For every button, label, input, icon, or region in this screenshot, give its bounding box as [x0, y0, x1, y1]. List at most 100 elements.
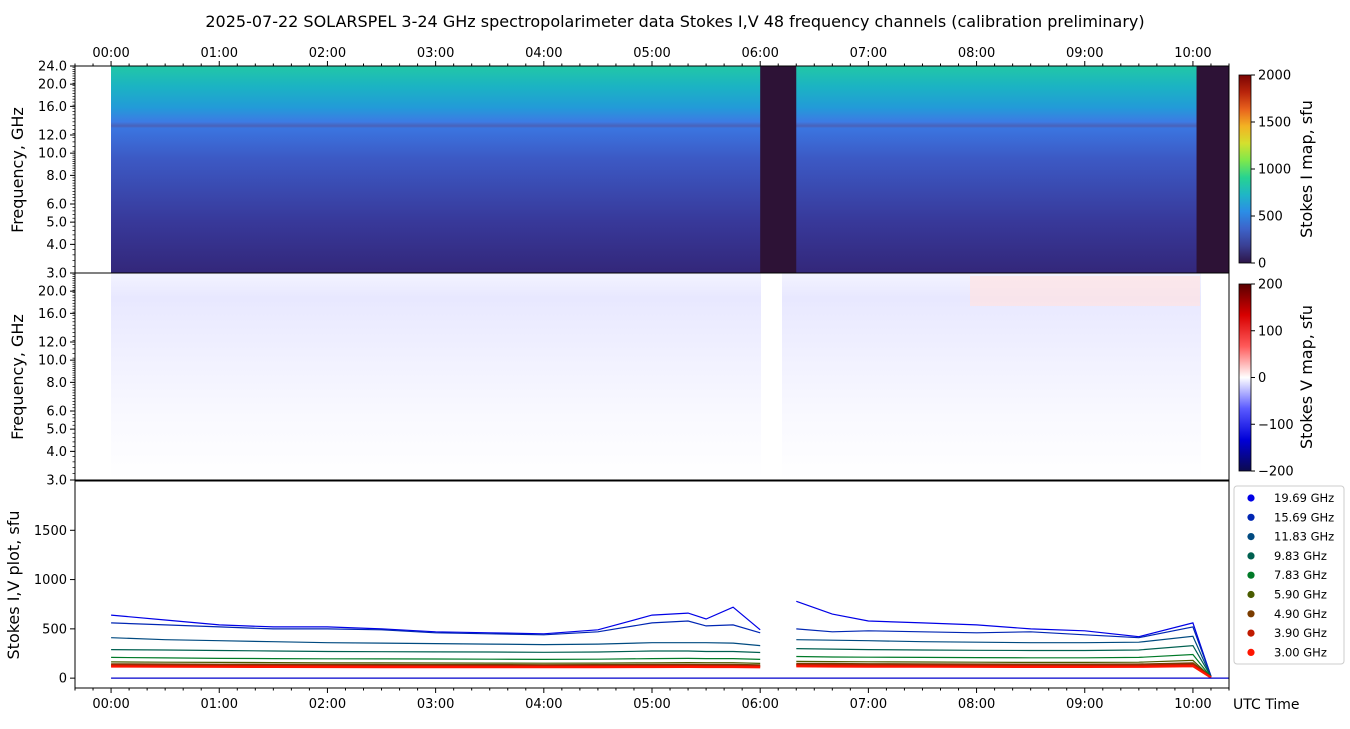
time-tick-label-3: 03:00: [417, 46, 454, 61]
legend-marker-0: [1247, 494, 1255, 502]
freq-tick-label-5: 10.0: [38, 147, 67, 162]
legend-label-4: 7.83 GHz: [1274, 568, 1327, 582]
legend-marker-2: [1247, 533, 1255, 541]
freq-tick-label-2: 5.0: [46, 423, 67, 438]
series-line-15-69-GHz: [111, 620, 1212, 677]
data-gap-0: [760, 66, 797, 273]
series-line-4-90-GHz: [111, 662, 1212, 679]
legend-marker-5: [1247, 590, 1255, 599]
legend-marker-4: [1247, 571, 1255, 579]
legend-box: [1233, 485, 1345, 665]
stokes-i-colorbar-label: Stokes I map, sfu: [1297, 100, 1316, 238]
stokes-v-colorbar-label: Stokes V map, sfu: [1297, 305, 1316, 449]
time-tick-label-1: 01:00: [201, 46, 238, 61]
stokes-v-colorbar-bar: [1238, 283, 1252, 472]
stokes-i-ylabel: Frequency, GHz: [8, 107, 27, 233]
freq-tick-label-3: 6.0: [46, 405, 67, 420]
freq-tick-label-0: 3.0: [46, 474, 67, 489]
series-line-19-69-GHz: [111, 600, 1212, 677]
freq-tick-label-7: 16.0: [38, 100, 67, 115]
stokes-v-gap: [761, 273, 782, 480]
plot-ytick-label-2: 1000: [34, 573, 67, 588]
stokes-v-colorbar: −200 −100 0 100 200 Stokes V map, sfu: [1238, 278, 1316, 480]
stokes-iv-plot-ylabel: Stokes I,V plot, sfu: [4, 511, 23, 660]
stokes-v-y-axis: 3.0 4.0 5.0 6.0 8.0 10.0 12.0 16.0 20.0: [38, 273, 75, 489]
freq-tick-label-0: 3.0: [46, 267, 67, 282]
time-tick-label-10: 10:00: [1174, 46, 1211, 61]
time-tick-label-9: 09:00: [1066, 697, 1103, 712]
series-line-3-00-GHz: [111, 664, 1212, 679]
stokes-i-y-axis: 3.0 4.0 5.0 6.0 8.0 10.0 12.0 16.0 20.0 24.0: [38, 60, 75, 282]
series-line-7-83-GHz: [111, 653, 1212, 678]
colorbar-tick-label-3: 100: [1258, 324, 1283, 339]
freq-tick-label-1: 4.0: [46, 445, 67, 460]
freq-tick-label-1: 4.0: [46, 238, 67, 253]
freq-tick-label-8: 20.0: [38, 285, 67, 300]
utc-time-label: UTC Time: [1233, 697, 1299, 713]
time-tick-label-5: 05:00: [633, 697, 670, 712]
data-gap-1: [1196, 66, 1229, 273]
time-tick-label-6: 06:00: [741, 697, 778, 712]
time-tick-label-2: 02:00: [309, 697, 346, 712]
time-tick-label-4: 04:00: [525, 46, 562, 61]
plot-ytick-label-3: 1500: [34, 524, 67, 539]
legend-label-6: 4.90 GHz: [1274, 607, 1327, 621]
stokes-v-ylabel: Frequency, GHz: [8, 314, 27, 440]
colorbar-tick-label-1: −100: [1258, 418, 1294, 433]
colorbar-tick-label-4: 2000: [1258, 69, 1291, 84]
legend-marker-7: [1247, 629, 1255, 637]
stokes-v-colorbar-ticks: −200 −100 0 100 200: [1251, 278, 1294, 480]
stokes-v-red-feature: [970, 276, 1200, 306]
time-tick-label-7: 07:00: [850, 46, 887, 61]
legend-marker-8: [1247, 648, 1255, 657]
time-tick-label-4: 04:00: [525, 697, 562, 712]
bottom-time-axis: 00:00 01:00 02:00 03:00 04:00 05:00 06:00 07:00…: [74, 688, 1230, 712]
stokes-i-colorbar-ticks: 0 500 1000 1500 2000: [1251, 69, 1291, 272]
time-tick-label-8: 08:00: [958, 697, 995, 712]
legend-marker-3: [1247, 552, 1255, 560]
freq-tick-label-2: 5.0: [46, 216, 67, 231]
stokes-iv-plot-background: [75, 481, 1229, 688]
colorbar-tick-label-0: −200: [1258, 465, 1294, 480]
plot-ytick-label-1: 500: [42, 622, 67, 637]
freq-tick-label-4: 8.0: [46, 376, 67, 391]
legend-marker-1: [1247, 513, 1255, 521]
time-tick-label-6: 06:00: [741, 46, 778, 61]
freq-tick-label-3: 6.0: [46, 198, 67, 213]
time-tick-label-3: 03:00: [417, 697, 454, 712]
stokes-iv-plot-series: [111, 600, 1229, 679]
colorbar-tick-label-0: 0: [1258, 257, 1266, 272]
time-tick-label-0: 00:00: [92, 46, 129, 61]
colorbar-tick-label-2: 1000: [1258, 163, 1291, 178]
legend-label-1: 15.69 GHz: [1274, 510, 1334, 524]
stokes-i-colorbar: 0 500 1000 1500 2000 Stokes I map, sfu: [1238, 69, 1316, 272]
freq-tick-label-6: 12.0: [38, 336, 67, 351]
legend-label-3: 9.83 GHz: [1274, 549, 1327, 563]
time-tick-label-10: 10:00: [1174, 697, 1211, 712]
legend-label-8: 3.00 GHz: [1274, 645, 1327, 659]
stokes-i-panel: 3.0 4.0 5.0 6.0 8.0 10.0 12.0 16.0 20.0 24.0 Freq…: [8, 60, 1316, 282]
stokes-v-frame: [74, 272, 1230, 481]
legend-label-7: 3.90 GHz: [1274, 626, 1327, 640]
freq-tick-label-4: 8.0: [46, 169, 67, 184]
freq-tick-label-6: 12.0: [38, 129, 67, 144]
time-tick-label-7: 07:00: [850, 697, 887, 712]
figure-title: 2025-07-22 SOLARSPEL 3-24 GHz spectropol…: [205, 12, 1144, 31]
stokes-iv-plot-y-axis: 0 500 1000 1500: [34, 524, 75, 687]
stokes-i-colorbar-bar: [1238, 74, 1252, 264]
legend-marker-6: [1247, 610, 1255, 618]
time-tick-label-0: 00:00: [92, 697, 129, 712]
colorbar-tick-label-4: 200: [1258, 278, 1283, 293]
freq-tick-label-7: 16.0: [38, 307, 67, 322]
time-tick-label-1: 01:00: [201, 697, 238, 712]
time-tick-label-5: 05:00: [633, 46, 670, 61]
legend-label-5: 5.90 GHz: [1274, 588, 1327, 602]
colorbar-tick-label-1: 500: [1258, 210, 1283, 225]
freq-tick-label-9: 24.0: [38, 60, 67, 75]
stokes-i-data-gaps: [760, 66, 1229, 273]
plot-ytick-label-0: 0: [59, 672, 67, 687]
freq-tick-label-8: 20.0: [38, 78, 67, 93]
series-line-11-83-GHz: [111, 635, 1212, 677]
stokes-v-panel: 3.0 4.0 5.0 6.0 8.0 10.0 12.0 16.0 20.0 Frequenc…: [8, 272, 1316, 489]
